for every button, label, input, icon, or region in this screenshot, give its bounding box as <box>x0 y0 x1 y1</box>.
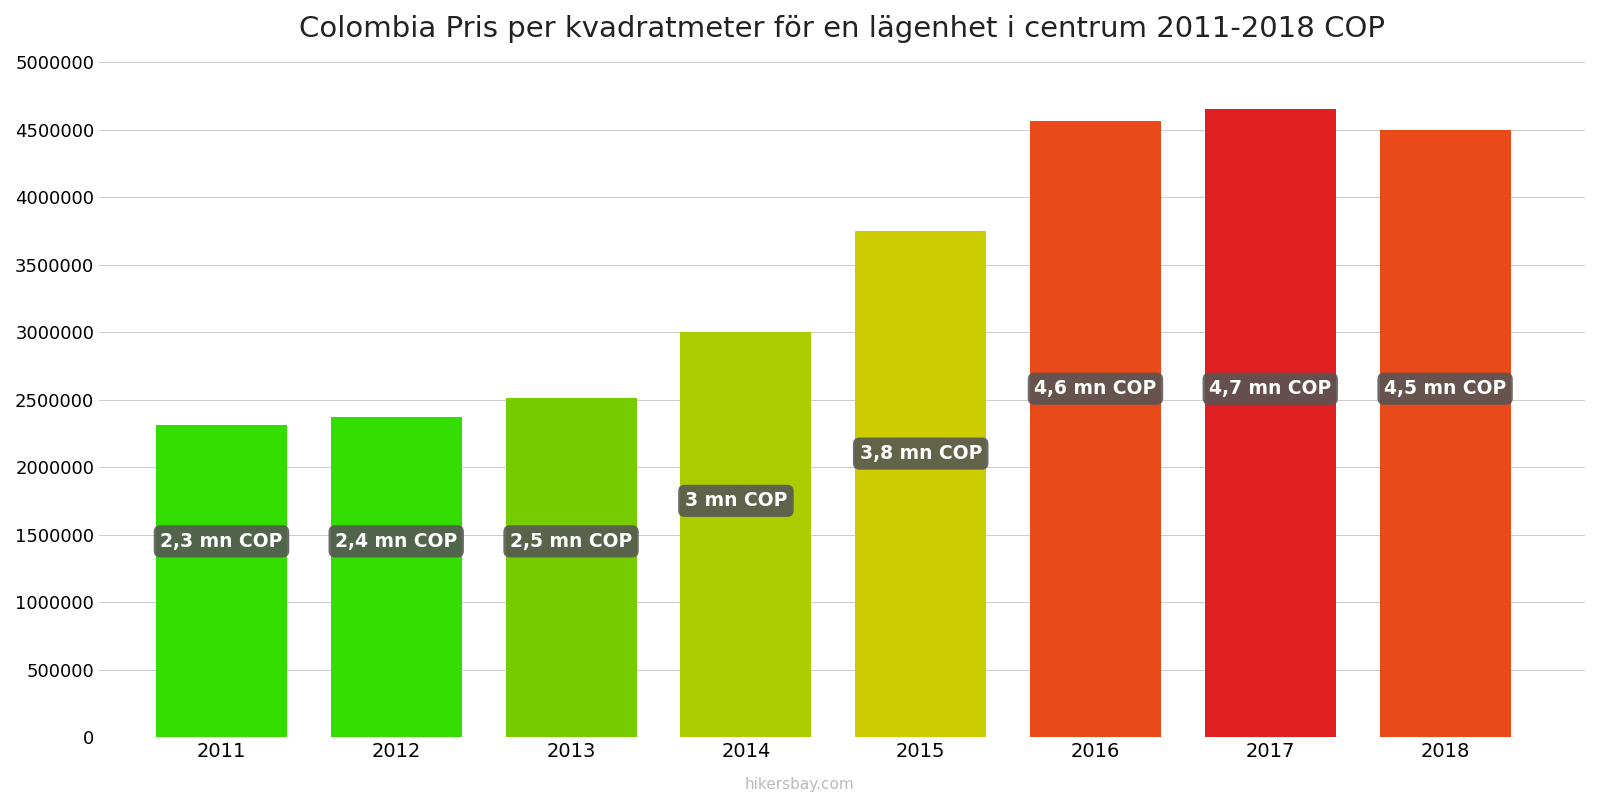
Text: 4,7 mn COP: 4,7 mn COP <box>1210 379 1331 398</box>
Bar <box>1030 122 1162 737</box>
Bar <box>1205 110 1336 737</box>
Bar <box>506 398 637 737</box>
Text: hikersbay.com: hikersbay.com <box>746 777 854 792</box>
Bar <box>854 230 986 737</box>
Text: 2,5 mn COP: 2,5 mn COP <box>510 532 632 551</box>
Bar <box>1379 130 1510 737</box>
Text: 2,4 mn COP: 2,4 mn COP <box>334 532 458 551</box>
Bar <box>331 417 462 737</box>
Text: 4,6 mn COP: 4,6 mn COP <box>1034 379 1157 398</box>
Bar <box>155 426 286 737</box>
Text: 4,5 mn COP: 4,5 mn COP <box>1384 379 1506 398</box>
Text: 3,8 mn COP: 3,8 mn COP <box>859 444 982 463</box>
Title: Colombia Pris per kvadratmeter för en lägenhet i centrum 2011-2018 COP: Colombia Pris per kvadratmeter för en lä… <box>299 15 1386 43</box>
Text: 2,3 mn COP: 2,3 mn COP <box>160 532 283 551</box>
Text: 3 mn COP: 3 mn COP <box>685 491 787 510</box>
Bar <box>680 332 811 737</box>
